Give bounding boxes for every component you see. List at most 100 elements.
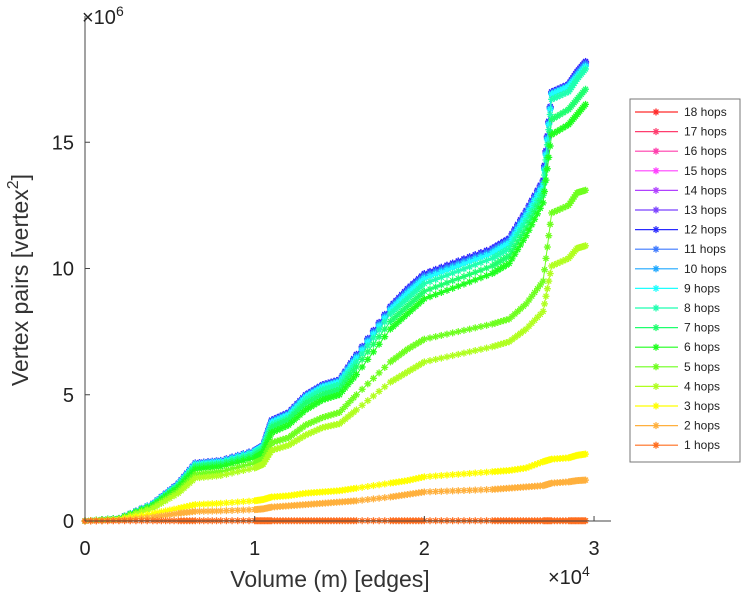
data-point-marker — [239, 467, 247, 474]
series-line — [84, 63, 586, 522]
data-point-marker — [420, 280, 428, 288]
data-point-marker — [460, 326, 468, 334]
series-line — [84, 64, 586, 522]
data-point-marker — [432, 333, 440, 341]
data-point-marker — [330, 382, 338, 390]
legend-label: 13 hops — [684, 203, 727, 217]
legend-label: 9 hops — [684, 281, 720, 295]
data-point-marker — [460, 349, 468, 357]
data-point-marker — [543, 285, 551, 293]
ticks-layer: 0 1 2 3 0 5 10 15 — [52, 132, 600, 560]
data-point-marker — [381, 480, 389, 488]
data-point-marker — [358, 483, 366, 491]
data-point-marker — [449, 329, 457, 337]
data-point-marker — [546, 142, 554, 150]
legend-marker-icon — [652, 147, 660, 155]
data-point-marker — [541, 300, 549, 308]
data-point-marker — [454, 328, 462, 336]
data-point-marker — [546, 220, 554, 228]
series-13-hops — [81, 58, 590, 525]
data-point-marker — [454, 267, 462, 275]
y-tick-label: 0 — [63, 511, 74, 533]
x-tick-label: 2 — [419, 538, 430, 560]
x-axis-label: Volume (m) [edges] — [230, 566, 429, 592]
data-point-marker — [542, 292, 550, 300]
y-tick-label: 5 — [63, 385, 74, 407]
data-point-marker — [582, 85, 590, 93]
data-point-marker — [582, 476, 590, 484]
series-line — [84, 62, 586, 522]
data-point-marker — [375, 481, 383, 489]
series-14-hops — [81, 58, 590, 525]
legend-label: 2 hops — [684, 419, 720, 433]
legend-label: 16 hops — [684, 144, 727, 158]
series-11-hops — [81, 59, 590, 525]
legend-label: 15 hops — [684, 164, 727, 178]
data-point-marker — [477, 345, 485, 353]
data-point-marker — [234, 468, 242, 476]
data-point-marker — [364, 342, 372, 350]
series-line — [84, 62, 586, 522]
data-point-marker — [460, 265, 468, 273]
legend-label: 12 hops — [684, 223, 727, 237]
legend-marker-icon — [652, 108, 660, 116]
data-point-marker — [432, 275, 440, 283]
data-point-marker — [466, 325, 474, 333]
legend: 18 hops 17 hops 16 hops 15 hops 14 hops 13 ho… — [629, 98, 741, 463]
series-line — [84, 104, 586, 522]
series-12-hops — [81, 57, 590, 525]
legend-marker-icon — [652, 402, 660, 410]
data-point-marker — [369, 482, 377, 490]
data-point-marker — [545, 232, 553, 240]
data-point-marker — [483, 344, 491, 352]
data-point-marker — [543, 165, 551, 173]
data-point-marker — [539, 307, 547, 315]
data-point-marker — [543, 243, 551, 251]
data-point-marker — [582, 65, 590, 73]
legend-label: 18 hops — [684, 105, 727, 119]
legend-label: 1 hops — [684, 438, 720, 452]
series-9-hops — [81, 63, 590, 525]
data-point-marker — [582, 100, 590, 108]
data-point-marker — [466, 263, 474, 271]
data-point-marker — [542, 254, 550, 262]
y-axis-label: Vertex pairs [vertex2] — [5, 174, 33, 386]
legend-label: 10 hops — [684, 262, 727, 276]
data-point-marker — [369, 334, 377, 342]
data-point-marker — [483, 321, 491, 329]
data-point-marker — [449, 352, 457, 360]
series-line — [84, 62, 586, 522]
series-line — [84, 62, 586, 522]
data-point-marker — [222, 470, 230, 478]
data-point-marker — [546, 270, 554, 278]
data-point-marker — [477, 323, 485, 331]
data-point-marker — [426, 357, 434, 365]
legend-label: 6 hops — [684, 340, 720, 354]
data-point-marker — [443, 266, 451, 274]
data-point-marker — [426, 278, 434, 286]
data-point-marker — [460, 260, 468, 268]
data-point-marker — [582, 242, 590, 250]
legend-label: 4 hops — [684, 379, 720, 393]
legend-label: 14 hops — [684, 183, 727, 197]
data-point-marker — [477, 259, 485, 267]
series-10-hops — [81, 61, 590, 525]
data-point-marker — [437, 273, 445, 281]
legend-label: 8 hops — [684, 301, 720, 315]
data-point-marker — [483, 257, 491, 265]
data-point-marker — [471, 261, 479, 269]
y-exponent-label: ×106 — [82, 3, 124, 29]
data-point-marker — [437, 331, 445, 339]
data-point-marker — [375, 326, 383, 334]
series-line — [84, 61, 586, 522]
data-point-marker — [449, 269, 457, 277]
series-line — [84, 68, 586, 522]
data-point-marker — [454, 350, 462, 358]
series-7-hops — [81, 85, 590, 525]
legend-label: 7 hops — [684, 321, 720, 335]
y-tick-label: 15 — [52, 132, 74, 154]
x-tick-label: 1 — [249, 538, 260, 560]
series-18-hops — [81, 58, 590, 525]
data-point-marker — [541, 266, 549, 274]
